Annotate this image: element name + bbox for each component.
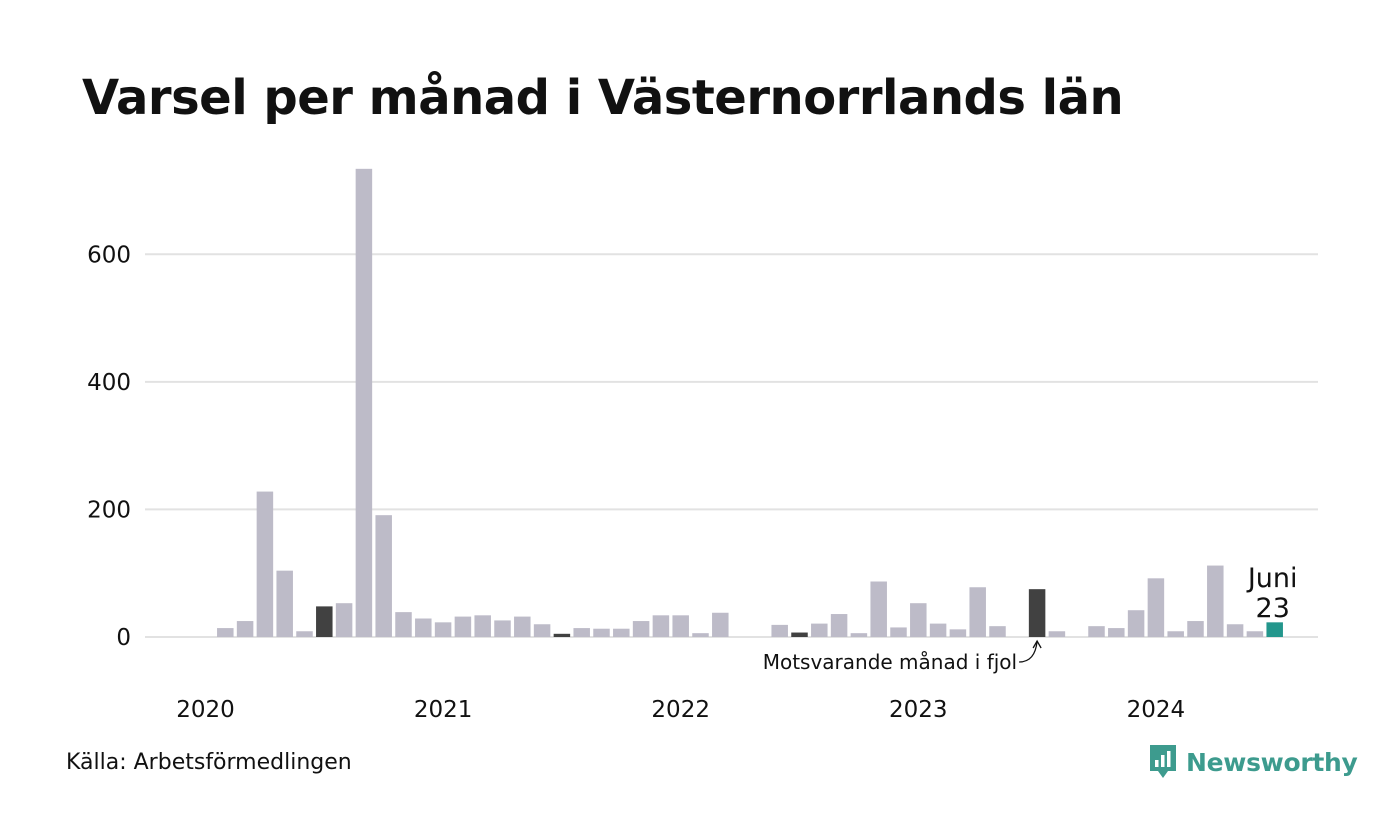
current-month-value: 23 <box>1256 593 1290 624</box>
bar <box>573 628 590 637</box>
bar <box>256 491 274 637</box>
newsworthy-logo-icon <box>1150 745 1176 778</box>
bar <box>375 515 392 637</box>
y-tick-label: 0 <box>116 625 131 651</box>
y-tick-label: 200 <box>87 497 131 523</box>
bar <box>217 628 234 637</box>
bar <box>1127 610 1145 637</box>
y-tick-label: 600 <box>87 242 131 268</box>
bar <box>830 614 848 637</box>
brand[interactable]: Newsworthy <box>1148 742 1358 782</box>
bar <box>712 612 729 637</box>
bar <box>910 603 927 637</box>
bar <box>850 633 868 637</box>
bar <box>494 620 511 637</box>
bar-same-month-last-year <box>316 606 333 637</box>
gridlines <box>145 253 1318 638</box>
bar <box>811 623 828 637</box>
bar-current-month <box>1266 622 1283 637</box>
x-axis-labels: 2020 2021 2022 2023 2024 <box>176 697 1185 723</box>
bar <box>1226 624 1244 637</box>
bar <box>652 615 670 637</box>
bar <box>395 612 412 637</box>
bar <box>236 621 254 637</box>
bar-same-month-last-year <box>791 632 808 637</box>
x-tick-label: 2020 <box>176 697 235 723</box>
annotation-arrow <box>1019 640 1038 663</box>
y-axis-labels: 0 200 400 600 <box>87 242 131 651</box>
y-tick-label: 400 <box>87 370 131 396</box>
bar <box>296 631 313 637</box>
bar <box>771 624 788 637</box>
bar <box>276 570 293 637</box>
bar <box>1207 565 1224 637</box>
x-tick-label: 2024 <box>1127 697 1186 723</box>
bar <box>474 615 491 637</box>
bar <box>870 581 887 637</box>
bar <box>1048 631 1066 637</box>
bar-same-month-last-year <box>1028 589 1046 637</box>
bar <box>533 624 551 637</box>
bar <box>949 629 967 637</box>
current-month-name: Juni <box>1246 563 1298 594</box>
bar <box>1187 621 1204 637</box>
bar <box>672 615 689 637</box>
bar <box>890 627 907 637</box>
bar <box>613 628 630 637</box>
bar <box>415 618 432 637</box>
bar <box>593 628 610 637</box>
bar <box>1147 578 1165 637</box>
chart-title: Varsel per månad i Västernorrlands län <box>82 70 1124 126</box>
bar <box>632 621 650 637</box>
annotation: Motsvarande månad i fjol <box>763 639 1042 674</box>
bar <box>989 626 1006 637</box>
bar <box>335 603 353 637</box>
bar <box>969 587 986 637</box>
brand-name: Newsworthy <box>1186 747 1358 777</box>
x-tick-label: 2022 <box>651 697 710 723</box>
annotation-arrowhead <box>1032 639 1042 649</box>
bar <box>355 168 373 637</box>
bar <box>929 623 947 637</box>
bar <box>1108 628 1125 637</box>
annotation-text: Motsvarande månad i fjol <box>763 650 1017 674</box>
bar-same-month-last-year <box>553 633 571 637</box>
x-tick-label: 2023 <box>889 697 948 723</box>
source-note: Källa: Arbetsförmedlingen <box>66 750 352 775</box>
bar <box>454 616 472 637</box>
current-month-label: Juni 23 <box>1246 563 1298 624</box>
bars <box>217 168 1283 637</box>
x-tick-label: 2021 <box>414 697 473 723</box>
bar <box>514 616 531 637</box>
bar <box>692 633 709 637</box>
bar <box>434 622 452 637</box>
bar <box>1088 626 1105 637</box>
bar <box>1246 631 1264 637</box>
bar <box>1167 631 1184 637</box>
